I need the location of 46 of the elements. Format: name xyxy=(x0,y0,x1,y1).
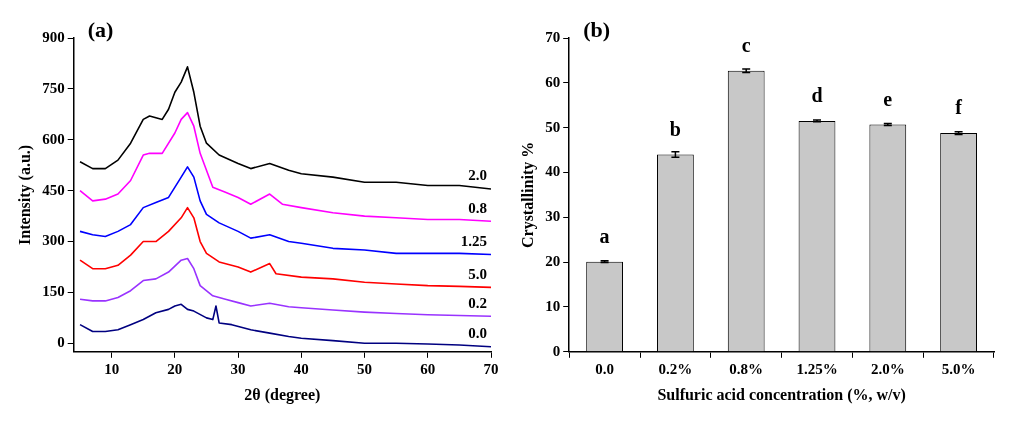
y-tick-label: 0 xyxy=(552,342,561,359)
y-tick-label: 40 xyxy=(545,163,561,180)
y-tick-label: 750 xyxy=(42,79,65,96)
y-tick-label: 30 xyxy=(545,208,561,225)
y-axis-title: Intensity (a.u.) xyxy=(15,144,34,245)
x-axis-title: Sulfuric acid concentration (%, w/v) xyxy=(657,385,906,404)
x-tick-label: 5.0% xyxy=(941,360,976,377)
series-label: 2.0 xyxy=(468,167,487,184)
x-tick-label: 50 xyxy=(357,360,373,377)
x-tick-label: 2.0% xyxy=(870,360,905,377)
annotation: b xyxy=(669,117,681,140)
series-label: 5.0 xyxy=(468,265,487,282)
y-axis-title: Crystallinity % xyxy=(518,141,537,249)
y-tick-label: 300 xyxy=(42,232,65,249)
y-tick-label: 50 xyxy=(545,118,561,135)
y-tick-label: 0 xyxy=(57,334,65,351)
y-tick-label: 450 xyxy=(42,181,65,198)
y-tick-label: 60 xyxy=(545,73,561,90)
series-label: 0.8 xyxy=(468,199,487,216)
x-axis-title: 2θ (degree) xyxy=(244,385,321,404)
y-tick-label: 900 xyxy=(42,28,65,45)
annotation: c xyxy=(741,33,751,56)
y-tick-label: 70 xyxy=(545,28,561,45)
chart-title: (b) xyxy=(583,16,611,42)
series-label: 0.2 xyxy=(468,294,487,311)
x-tick-label: 20 xyxy=(167,360,183,377)
x-tick-label: 30 xyxy=(230,360,246,377)
x-tick-label: 60 xyxy=(420,360,436,377)
y-tick-label: 600 xyxy=(42,130,65,147)
annotation: e xyxy=(883,87,893,110)
y-tick-label: 150 xyxy=(42,283,65,300)
y-tick-label: 10 xyxy=(545,297,561,314)
x-tick-label: 0.8% xyxy=(729,360,764,377)
x-tick-label: 0.0 xyxy=(595,360,614,377)
x-tick-label: 40 xyxy=(293,360,309,377)
chart-title: (a) xyxy=(87,16,114,42)
x-tick-label: 1.25% xyxy=(796,360,838,377)
x-tick-label: 0.2% xyxy=(658,360,693,377)
x-tick-label: 10 xyxy=(104,360,120,377)
x-tick-label: 70 xyxy=(483,360,499,377)
series-label: 1.25 xyxy=(460,232,487,249)
annotation: a xyxy=(599,224,610,247)
y-tick-label: 20 xyxy=(545,253,561,270)
annotation: f xyxy=(955,96,963,119)
annotation: d xyxy=(811,84,823,107)
series-label: 0.0 xyxy=(468,325,487,342)
